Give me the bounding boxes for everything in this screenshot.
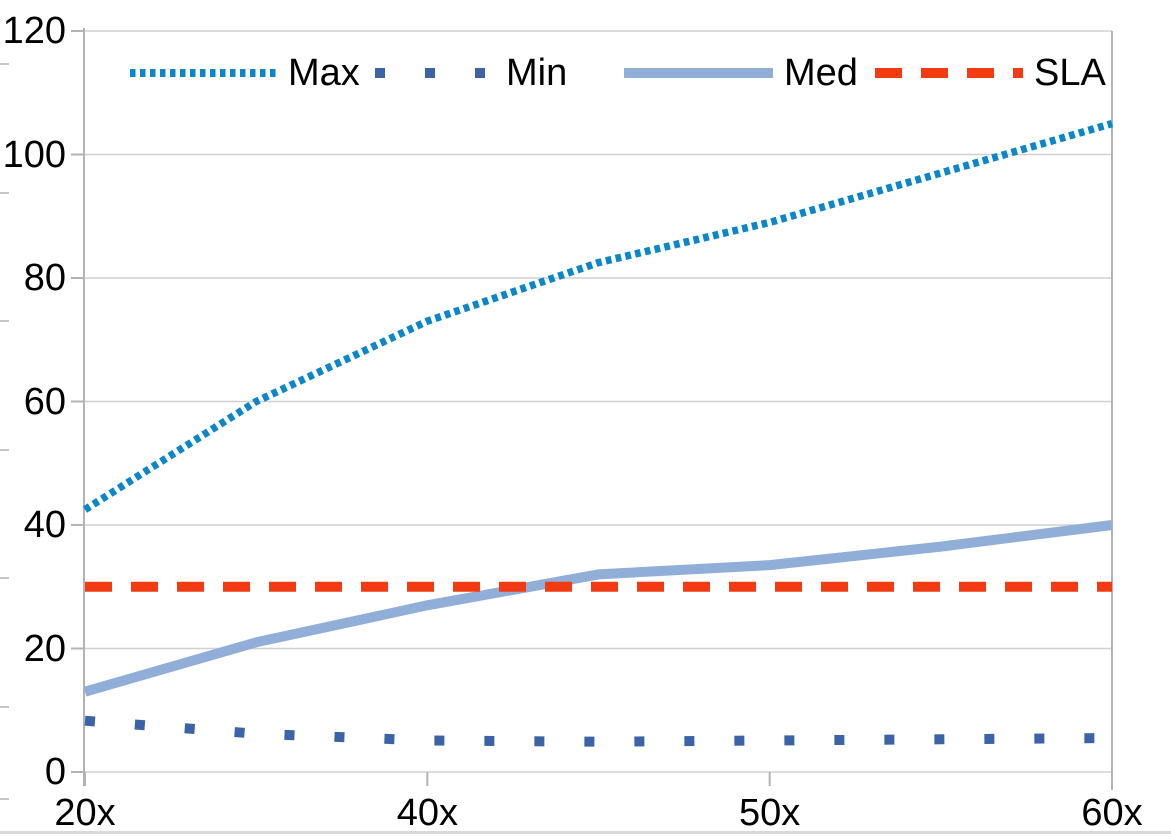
legend-key-med-solid-line: [624, 68, 773, 78]
x-axis-label-60x: 60x: [1081, 792, 1143, 834]
left-edge-tick: [0, 798, 9, 800]
left-edge-tick: [0, 320, 9, 322]
y-axis-label-20: 20: [23, 627, 66, 670]
legend-label-med: Med: [784, 52, 858, 94]
left-edge-tick: [0, 63, 9, 65]
legend-label-max: Max: [288, 52, 360, 94]
legend-key-sla-dashed-line: [875, 68, 1023, 78]
legend-label-min: Min: [506, 52, 568, 94]
window-bottom-edge: [0, 831, 1171, 834]
legend-label-sla: SLA: [1034, 52, 1106, 94]
y-axis-label-0: 0: [44, 751, 66, 793]
left-edge-tick: [0, 577, 9, 579]
legend-key-max-dotted-line: [130, 69, 277, 77]
y-axis-label-80: 80: [23, 257, 66, 299]
x-axis-label-50x: 50x: [739, 792, 801, 834]
y-axis-label-120: 120: [2, 10, 66, 52]
left-edge-tick: [0, 706, 9, 708]
legend: Max Min Med SLA: [0, 52, 1171, 94]
legend-item-sla: SLA: [875, 52, 1106, 94]
y-axis-label-100: 100: [2, 133, 66, 176]
series-line-max: [82, 119, 1114, 513]
x-axis-label-40x: 40x: [396, 792, 458, 834]
legend-key-min-square-dot-line: [375, 68, 495, 78]
left-edge-tick: [0, 449, 9, 451]
y-axis-label-40: 40: [23, 504, 66, 546]
legend-item-max: Max: [130, 52, 360, 94]
x-axis-label-20x: 20x: [54, 792, 116, 834]
legend-item-min: Min: [375, 52, 567, 94]
series-line-med: [83, 520, 1113, 697]
legend-item-med: Med: [624, 52, 858, 94]
series-line-min: [84, 715, 1113, 747]
y-axis-label-60: 60: [23, 380, 66, 423]
left-edge-tick: [0, 192, 9, 194]
